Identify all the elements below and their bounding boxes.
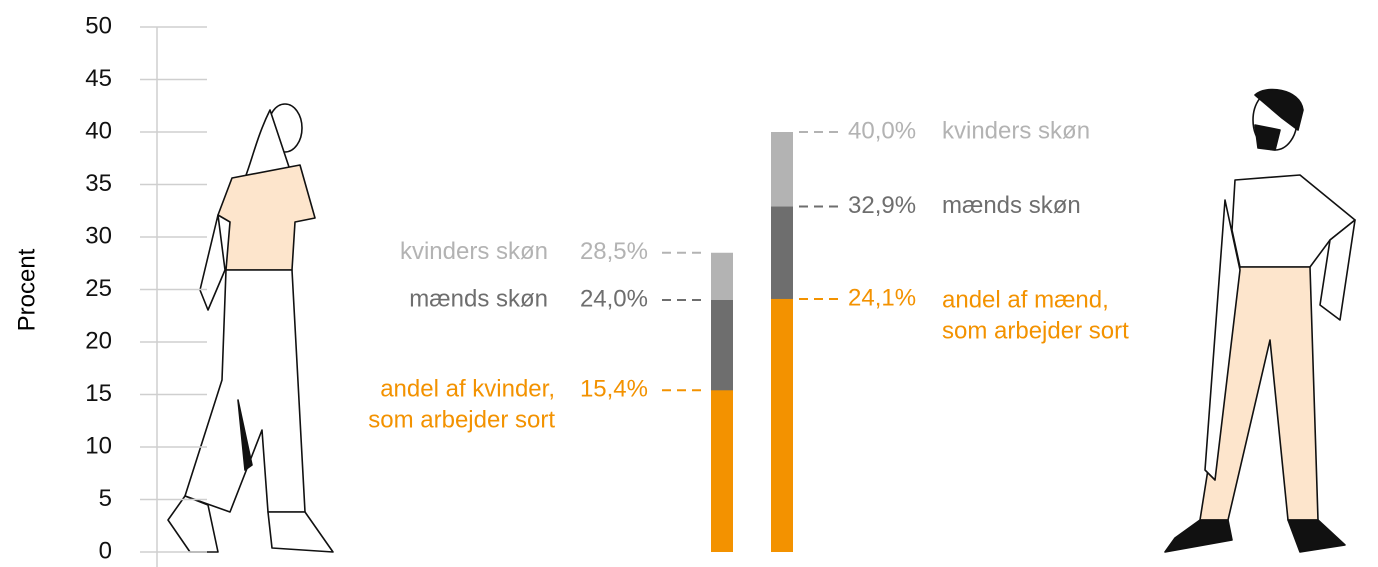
chart: Procent 0 5 10 15 20 25 30 35 40 45 50 28,5% kvinder…: [0, 0, 1378, 567]
series-label: andel af mænd,: [942, 286, 1109, 313]
series-label: som arbejder sort: [368, 407, 555, 434]
bar: [771, 299, 793, 552]
y-tick-label: 40: [85, 117, 112, 144]
y-tick-label: 10: [85, 432, 112, 459]
series-label: som arbejder sort: [942, 317, 1129, 344]
y-tick-label: 35: [85, 170, 112, 197]
y-tick-label: 20: [85, 327, 112, 354]
y-tick-label: 30: [85, 222, 112, 249]
y-tick-label: 45: [85, 65, 112, 92]
value-label: 15,4%: [580, 376, 648, 403]
y-tick-label: 25: [85, 275, 112, 302]
series-label: kvinders skøn: [400, 238, 548, 265]
value-label: 28,5%: [580, 238, 648, 265]
series-label: mænds skøn: [409, 285, 548, 312]
y-tick-label: 50: [85, 12, 112, 39]
y-tick-label: 15: [85, 380, 112, 407]
series-label: mænds skøn: [942, 192, 1081, 219]
series-label: kvinders skøn: [942, 117, 1090, 144]
man-illustration: [1165, 90, 1355, 552]
y-tick-label: 5: [99, 485, 112, 512]
bar: [711, 390, 733, 552]
series-label: andel af kvinder,: [380, 376, 555, 403]
value-label: 32,9%: [848, 192, 916, 219]
y-axis-label: Procent: [13, 248, 40, 331]
value-label: 24,1%: [848, 284, 916, 311]
woman-illustration: [168, 104, 333, 552]
y-tick-label: 0: [99, 537, 112, 564]
value-label: 40,0%: [848, 117, 916, 144]
value-label: 24,0%: [580, 285, 648, 312]
